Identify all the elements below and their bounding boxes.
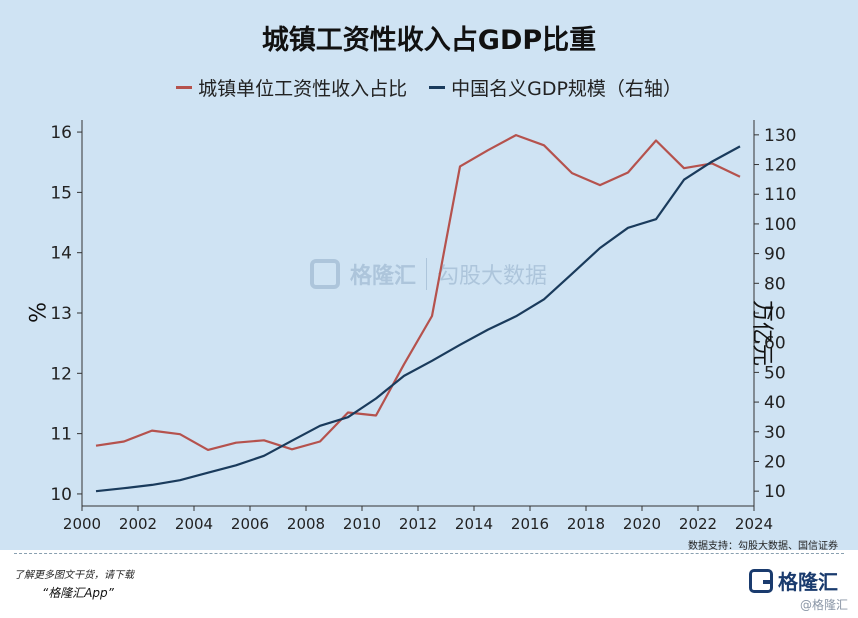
x-tick-label: 2022 [679,515,717,533]
x-tick-label: 2024 [735,515,773,533]
watermark-gu-text: 勾股大数据 [437,264,548,289]
right-tick-label: 80 [764,274,786,294]
x-tick-label: 2008 [287,515,325,533]
left-tick-label: 14 [50,244,72,264]
right-axis-unit: 万亿元 [749,300,774,367]
left-tick-label: 12 [50,364,72,384]
legend-swatch-gdp [429,86,446,89]
x-tick-label: 2016 [511,515,549,533]
x-tick-label: 2020 [623,515,661,533]
right-tick-label: 60 [764,334,786,354]
brand-logo: 格隆汇 [749,566,838,595]
x-tick-label: 2000 [63,515,101,533]
footer-download-prompt: 了解更多图文干货，请下载 [14,570,134,581]
watermark: 格隆汇 勾股大数据 [310,258,547,290]
left-tick-label: 10 [50,485,72,505]
left-tick-label: 15 [50,183,72,203]
chart-legend: 城镇单位工资性收入占比 中国名义GDP规模（右轴） [0,74,858,101]
right-tick-label: 110 [764,185,796,205]
x-tick-label: 2012 [399,515,437,533]
legend-swatch-wage-share [176,86,193,89]
right-tick-label: 90 [764,245,786,265]
x-tick-label: 2002 [119,515,157,533]
footer-app-name: “格隆汇App” [42,586,114,600]
watermark-logo-text: 格隆汇 [350,264,417,289]
x-tick-label: 2010 [343,515,381,533]
legend-label-wage-share: 城镇单位工资性收入占比 [198,78,408,100]
x-tick-label: 2014 [455,515,493,533]
right-tick-label: 130 [764,126,796,146]
x-tick-label: 2018 [567,515,605,533]
line-chart: 2000 2002 2004 2006 2008 2010 2012 2014 2016 2018… [50,120,796,533]
brand-logo-icon [749,568,773,593]
series-line-gdp [95,145,741,493]
right-tick-label: 30 [764,423,786,443]
right-tick-label: 120 [764,156,796,176]
right-tick-label: 100 [764,215,796,235]
chart-title: 城镇工资性收入占GDP比重 [261,25,597,56]
legend-item-gdp: 中国名义GDP规模（右轴） [429,74,682,101]
legend-label-gdp: 中国名义GDP规模（右轴） [451,78,682,100]
brand-watermark-tag: @格隆汇 [799,598,848,612]
source-note: 数据支持：勾股大数据、国信证券 [688,541,838,552]
left-tick-label: 11 [50,425,72,445]
watermark-logo-icon [310,259,340,289]
left-axis-unit: % [22,302,48,323]
right-tick-label: 20 [764,452,786,472]
left-tick-label: 13 [50,304,72,324]
right-tick-label: 40 [764,393,786,413]
x-tick-label: 2004 [175,515,213,533]
footer-divider [14,553,844,554]
x-tick-label: 2006 [231,515,269,533]
legend-item-wage-share: 城镇单位工资性收入占比 [176,74,407,101]
left-tick-label: 16 [50,123,72,143]
right-tick-label: 70 [764,304,786,324]
chart-card: 城镇工资性收入占GDP比重 城镇单位工资性收入占比 中国名义GDP规模（右轴） … [0,0,858,552]
right-tick-label: 10 [764,482,786,502]
series-line-wage-share [95,134,741,451]
watermark-divider [426,258,428,290]
brand-name: 格隆汇 [778,570,838,594]
right-tick-label: 50 [764,363,786,383]
